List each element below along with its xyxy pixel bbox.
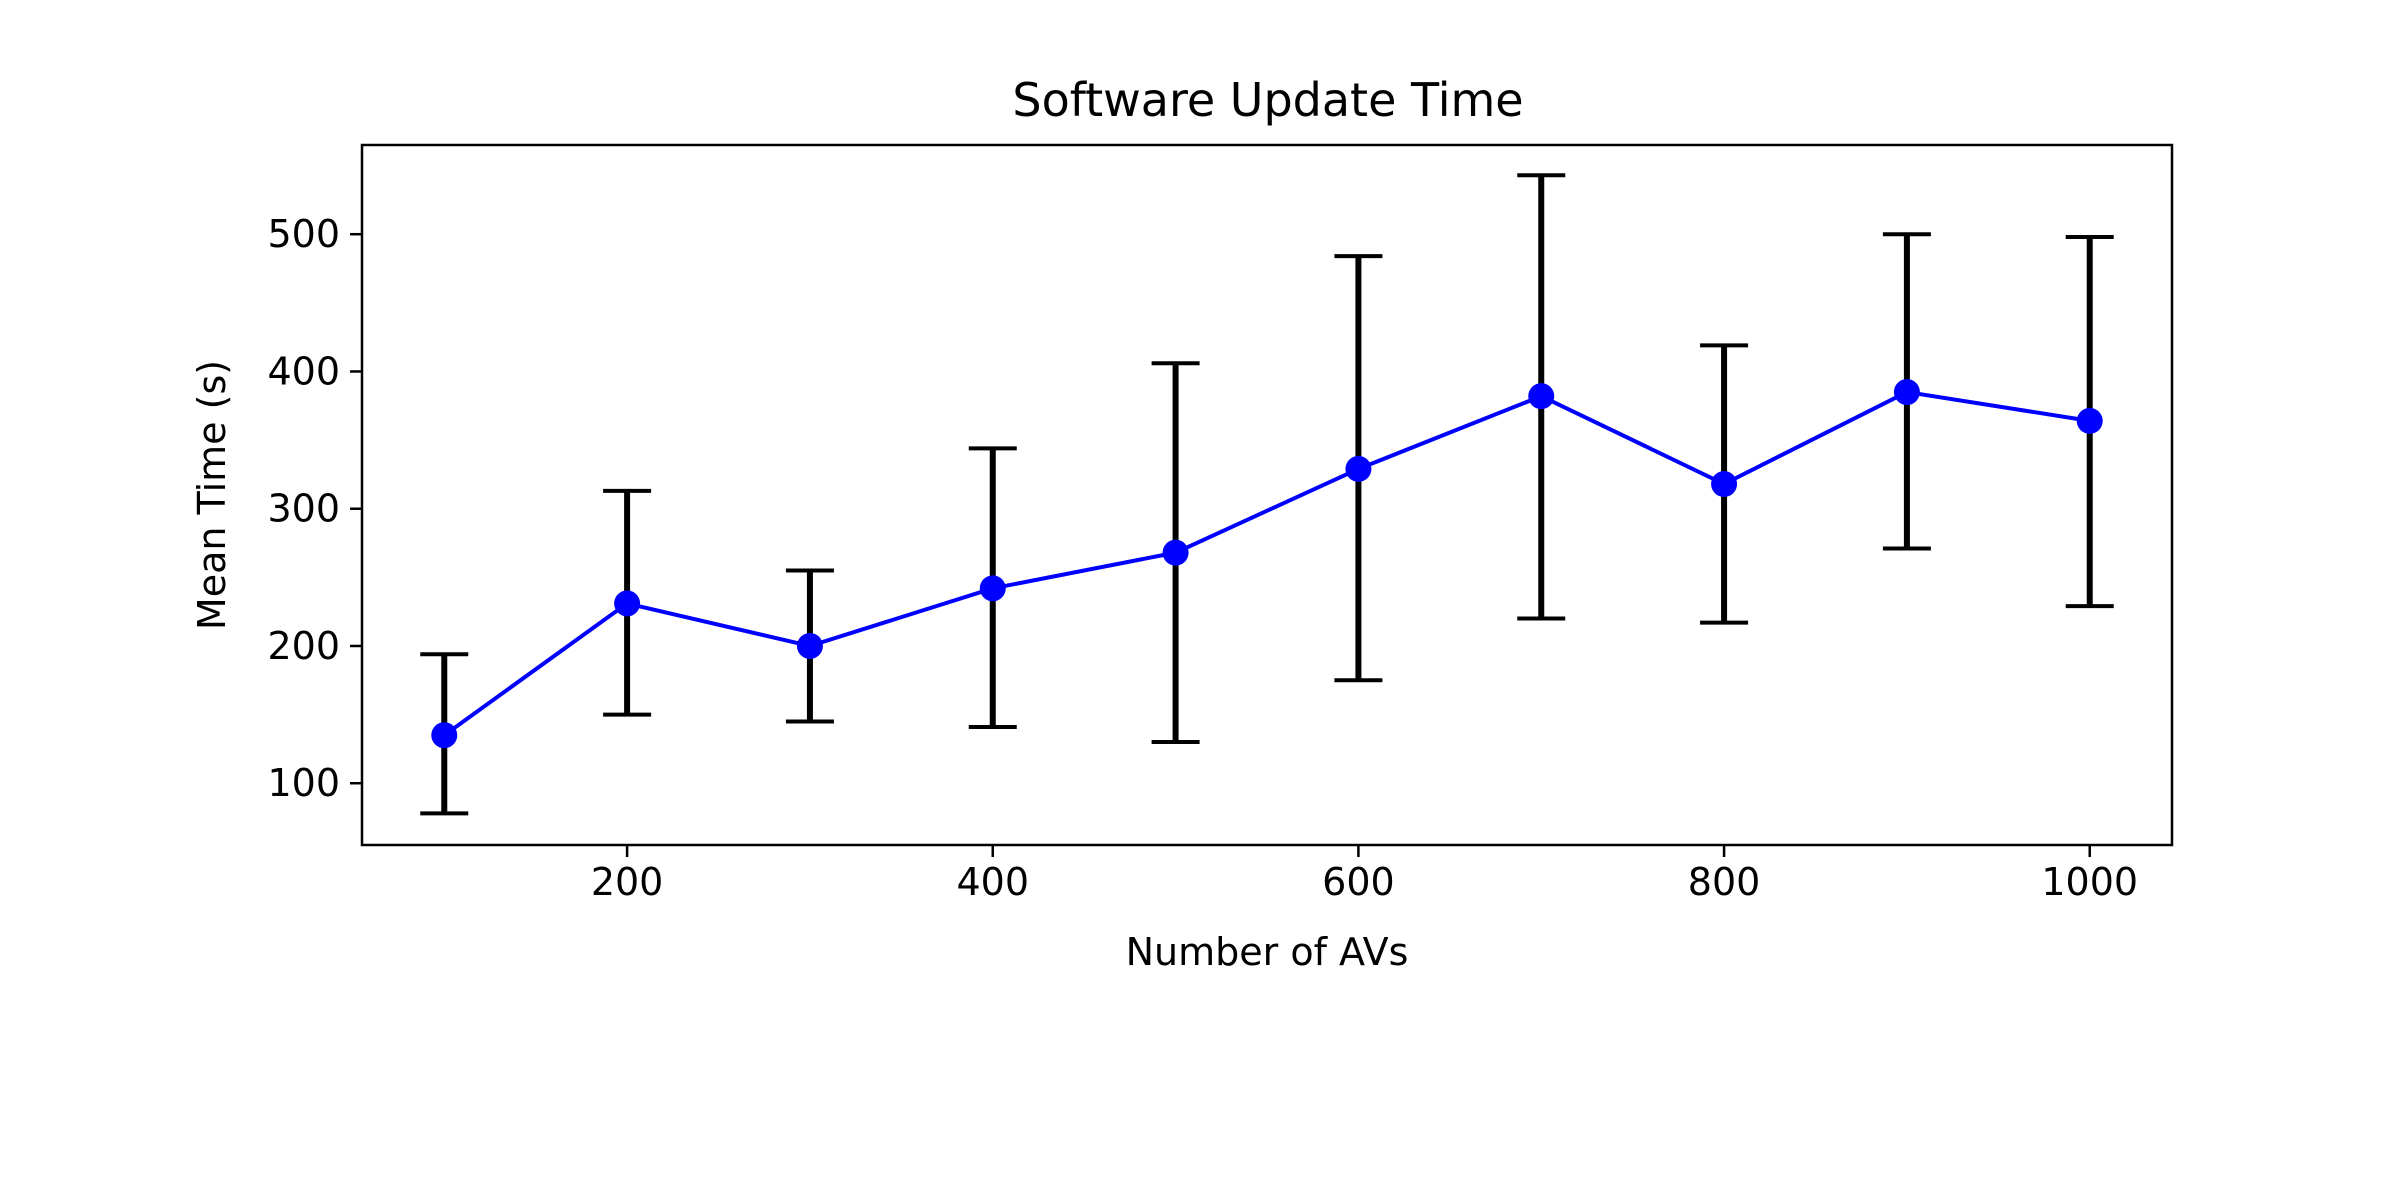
y-tick-label: 200 bbox=[267, 624, 340, 668]
x-tick-label: 600 bbox=[1322, 860, 1395, 904]
x-tick-label: 1000 bbox=[2041, 860, 2138, 904]
plot-area bbox=[420, 173, 2114, 816]
data-point bbox=[614, 590, 641, 617]
y-tick-label: 100 bbox=[267, 761, 340, 805]
data-point bbox=[1162, 539, 1189, 566]
chart-title: Software Update Time bbox=[1012, 73, 1523, 127]
data-point bbox=[979, 575, 1006, 602]
plot-frame bbox=[360, 143, 2174, 847]
data-point bbox=[1893, 379, 1920, 406]
x-tick-label: 400 bbox=[956, 860, 1029, 904]
x-axis: 200 400 600 800 1000 bbox=[591, 845, 2138, 904]
data-point bbox=[796, 632, 823, 659]
y-tick-label: 400 bbox=[267, 349, 340, 393]
y-tick-label: 300 bbox=[267, 487, 340, 531]
y-axis-label: Mean Time (s) bbox=[190, 360, 234, 630]
y-axis: 100 200 300 400 500 bbox=[267, 212, 362, 805]
data-point bbox=[431, 722, 458, 749]
x-axis-label: Number of AVs bbox=[1126, 930, 1409, 974]
data-point bbox=[1528, 383, 1555, 410]
y-tick-label: 500 bbox=[267, 212, 340, 256]
x-tick-label: 800 bbox=[1688, 860, 1761, 904]
x-tick-label: 200 bbox=[591, 860, 664, 904]
series-line bbox=[443, 389, 2091, 737]
data-point bbox=[1345, 455, 1372, 482]
data-point bbox=[2076, 407, 2103, 434]
data-point bbox=[1711, 471, 1738, 498]
